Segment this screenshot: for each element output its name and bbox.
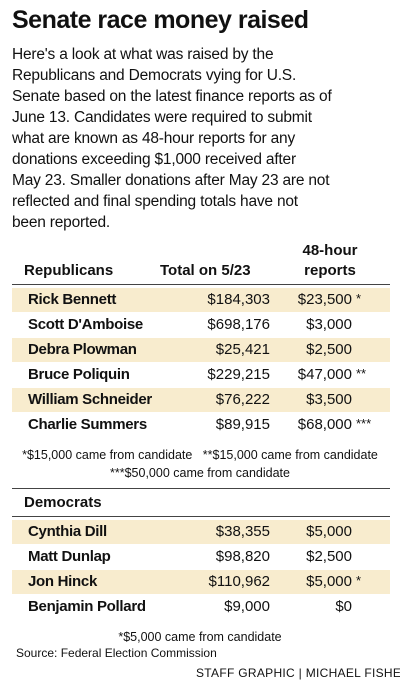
note-mark: * [356, 291, 362, 306]
candidate-name: Scott D'Amboise [28, 316, 143, 333]
candidate-name: Debra Plowman [28, 341, 137, 358]
candidate-name: Jon Hinck [28, 573, 97, 590]
reports: $3,500 [306, 391, 352, 408]
candidate-name: Cynthia Dill [28, 523, 107, 540]
intro-line: Here's a look at what was raised by the [12, 46, 274, 63]
candidate-name: Bruce Poliquin [28, 366, 130, 383]
reports: $5,000 [306, 573, 352, 590]
candidate-name: Charlie Summers [28, 416, 147, 433]
total: $38,355 [215, 523, 270, 540]
column-header: Total on 5/23 [160, 262, 251, 279]
title: Senate race money raised [12, 6, 309, 34]
column-header: 48-hour [302, 242, 358, 259]
section-heading: Republicans [24, 262, 114, 279]
reports: $2,500 [306, 548, 352, 565]
intro-line: donations exceeding $1,000 received afte… [12, 151, 296, 168]
row-band [12, 338, 390, 362]
candidate-name: Rick Bennett [28, 291, 117, 308]
reports: $23,500 [297, 291, 352, 308]
credit: STAFF GRAPHIC | MICHAEL FISHER [196, 666, 400, 680]
total: $229,215 [207, 366, 270, 383]
column-header: reports [304, 262, 356, 279]
total: $25,421 [215, 341, 270, 358]
note-mark: *** [356, 416, 372, 431]
candidate-name: William Schneider [28, 391, 152, 408]
row-band [12, 288, 390, 312]
reports: $2,500 [306, 341, 352, 358]
footnote: ***$50,000 came from candidate [110, 466, 290, 480]
total: $110,962 [208, 573, 270, 590]
row-band [12, 570, 390, 594]
note-mark: * [356, 573, 362, 588]
row-band [12, 520, 390, 544]
reports: $5,000 [306, 523, 352, 540]
footnote: *$15,000 came from candidate **$15,000 c… [22, 448, 378, 462]
rule [12, 284, 390, 285]
note-mark: ** [356, 366, 367, 381]
reports: $0 [335, 598, 352, 615]
total: $89,915 [215, 416, 270, 433]
reports: $3,000 [306, 316, 352, 333]
intro-line: reflected and final spending totals have… [12, 193, 298, 210]
total: $9,000 [224, 598, 270, 615]
rule [12, 488, 390, 489]
reports: $47,000 [297, 366, 352, 383]
footnote: *$5,000 came from candidate [118, 630, 282, 644]
total: $98,820 [215, 548, 270, 565]
reports: $68,000 [297, 416, 352, 433]
candidate-name: Benjamin Pollard [28, 598, 146, 615]
rule [12, 516, 390, 517]
source: Source: Federal Election Commission [16, 646, 217, 660]
row-band [12, 388, 390, 412]
intro-line: May 23. Smaller donations after May 23 a… [12, 172, 330, 189]
total: $184,303 [207, 291, 270, 308]
intro-line: June 13. Candidates were required to sub… [12, 109, 312, 126]
intro-line: been reported. [12, 214, 111, 231]
total: $698,176 [207, 316, 270, 333]
total: $76,222 [215, 391, 270, 408]
intro-line: what are known as 48-hour reports for an… [12, 130, 296, 147]
intro-line: Republicans and Democrats vying for U.S. [12, 67, 297, 84]
intro-line: Senate based on the latest finance repor… [12, 88, 332, 105]
candidate-name: Matt Dunlap [28, 548, 111, 565]
section-heading: Democrats [24, 494, 102, 511]
